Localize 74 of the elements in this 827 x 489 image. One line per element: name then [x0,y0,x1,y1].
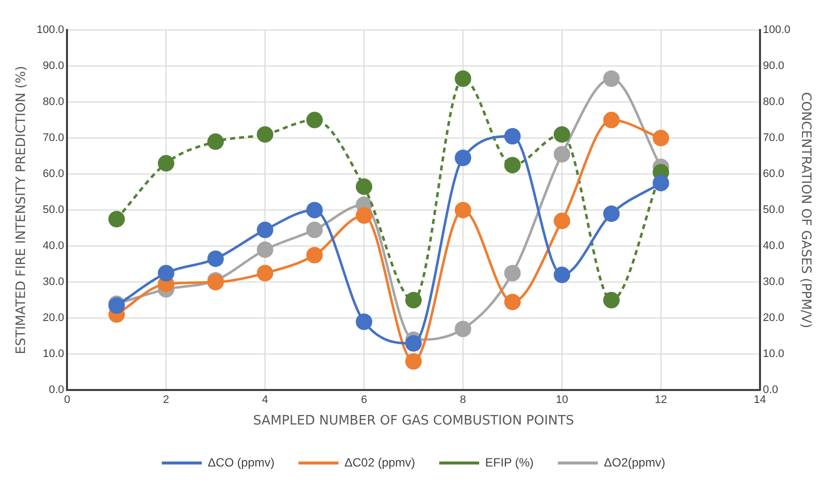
y2-tick-label: 20.0 [762,312,784,324]
point [652,130,670,146]
y2-tick-label: 40.0 [762,240,784,252]
point [554,146,570,163]
y2-tick-label: 10.0 [762,348,784,360]
y-tick-label: 10.0 [42,348,64,360]
x-tick-label: 14 [754,394,766,406]
point [256,264,274,282]
point [356,207,372,224]
y2-tick-label: 100.0 [762,24,790,36]
point [454,202,472,218]
point [454,70,472,87]
point [306,246,323,264]
x-tick-label: 2 [163,394,170,406]
y-tick-label: 90.0 [42,60,64,72]
point [454,320,472,338]
legend-label: ΔO2(ppmv) [604,455,666,470]
point [554,266,570,284]
y2-tick-label: 30.0 [762,276,784,288]
y2-tick-label: 80.0 [762,96,784,108]
y-tick-label: 40.0 [42,240,64,252]
y2-tick-label: 90.0 [762,60,784,72]
point [554,212,570,230]
point [603,112,620,128]
point [207,250,224,267]
point [405,335,422,352]
point [454,150,472,166]
y-tick-label: 50.0 [42,204,64,216]
point [405,353,422,370]
point [554,126,570,143]
point [504,294,521,310]
x-axis-title: SAMPLED NUMBER OF GAS COMBUSTION POINTS [253,414,574,429]
y-tick-label: 30.0 [42,276,64,288]
legend-label: ΔC02 (ppmv) [344,455,416,470]
y2-axis-title: CONCENTRATION OF GASES (PPM/V) [798,92,813,328]
y2-tick-label: 60.0 [762,168,784,180]
point [356,178,372,195]
y-tick-label: 100.0 [36,24,64,36]
point [256,126,274,143]
point [504,156,521,174]
point [108,210,125,228]
point [504,128,521,145]
point [504,264,521,282]
legend-label: ΔCO (ppmv) [208,455,274,470]
point [207,133,224,150]
point [158,264,174,282]
y-tick-label: 80.0 [42,96,64,108]
x-tick-label: 10 [556,394,568,406]
point [306,112,323,128]
y2-tick-label: 70.0 [762,132,784,144]
point [405,292,422,308]
point [158,155,174,172]
legend-label: EFIP (%) [485,455,534,470]
y-tick-label: 20.0 [42,312,64,324]
y-axis-title: ESTIMATED FIRE INTENSITY PREDICTION (%) [14,66,30,354]
point [603,292,620,308]
point [652,174,670,192]
y-tick-label: 0.0 [48,384,64,396]
x-tick-label: 6 [360,394,368,406]
point [306,202,323,218]
point [256,222,274,238]
y2-tick-label: 0.0 [762,384,778,396]
y2-tick-label: 50.0 [762,204,784,216]
x-tick-label: 4 [262,394,268,406]
point [306,222,323,238]
y-tick-label: 60.0 [42,168,64,180]
y-tick-label: 70.0 [42,132,64,144]
point [256,241,274,258]
x-tick-label: 12 [654,394,668,406]
point [356,314,372,330]
x-tick-label: 8 [460,394,466,406]
point [603,70,620,87]
x-tick-label: 0 [64,394,70,406]
point [603,205,620,222]
